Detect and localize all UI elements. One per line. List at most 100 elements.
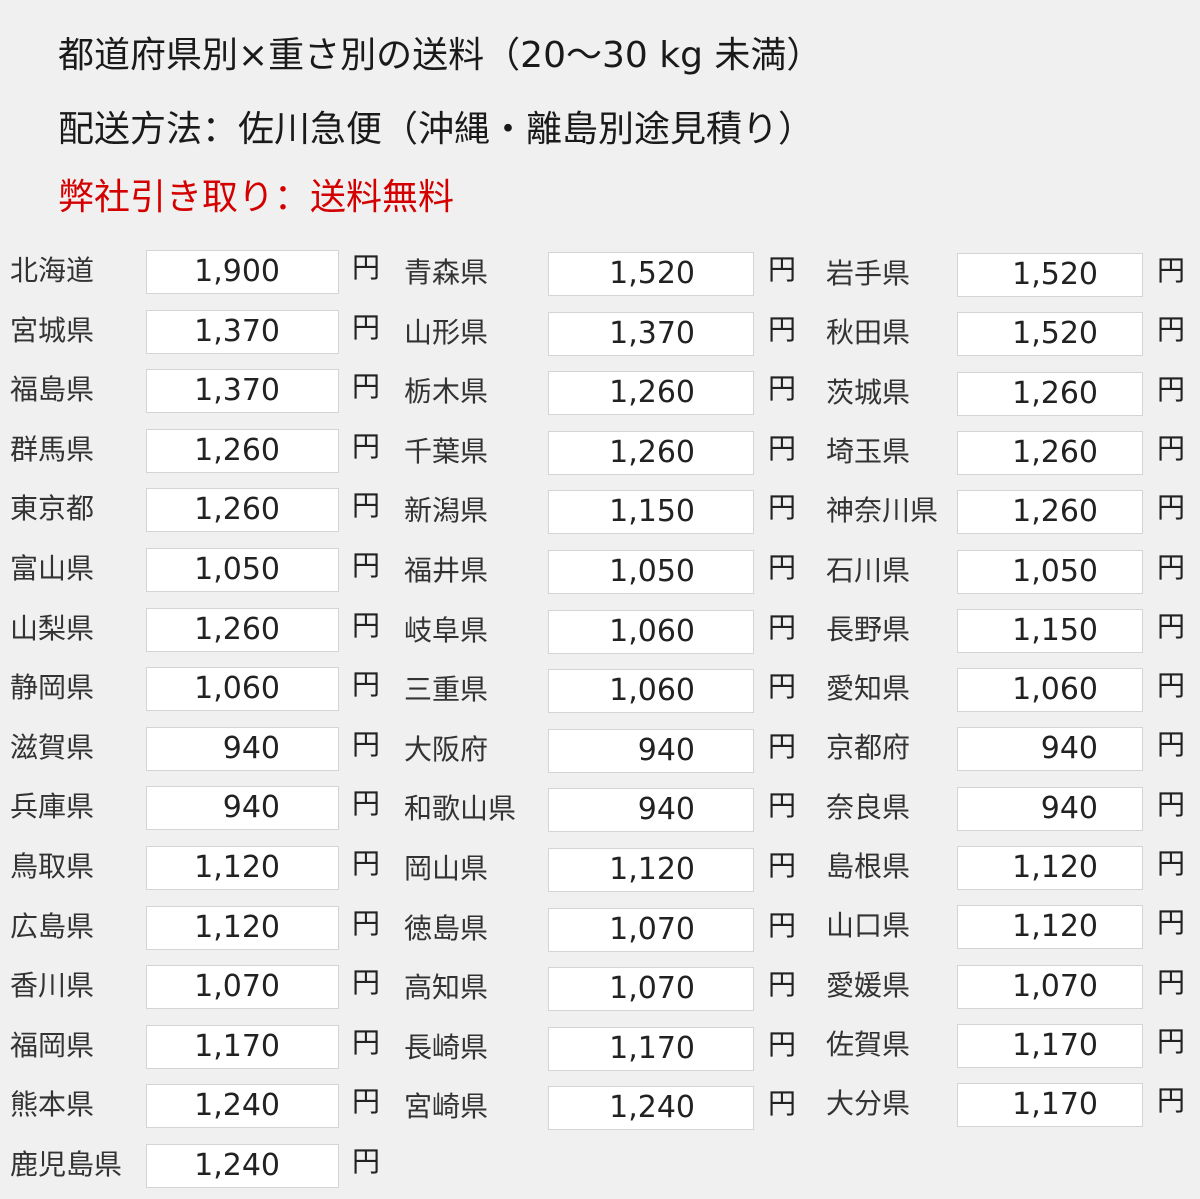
price-field[interactable]: 1,260 [548, 371, 754, 415]
price-field[interactable]: 1,370 [146, 369, 339, 413]
price-field[interactable]: 940 [957, 787, 1143, 831]
price-field[interactable]: 1,240 [146, 1144, 339, 1188]
price-field[interactable]: 1,170 [957, 1024, 1143, 1068]
price-field[interactable]: 1,120 [548, 848, 754, 892]
price-field[interactable]: 1,260 [146, 429, 339, 473]
page-title: 都道府県別×重さ別の送料（20〜30 kg 未満） [58, 35, 823, 76]
price-field[interactable]: 940 [146, 786, 339, 830]
yen-unit: 円 [768, 432, 797, 465]
price-field[interactable]: 1,170 [957, 1083, 1143, 1127]
prefecture-label: 佐賀県 [826, 1028, 911, 1061]
yen-unit: 円 [768, 909, 797, 942]
yen-unit: 円 [352, 907, 381, 940]
price-field[interactable]: 1,260 [957, 431, 1143, 475]
price-field[interactable]: 1,240 [548, 1086, 754, 1130]
price-field[interactable]: 940 [548, 788, 754, 832]
price-field[interactable]: 1,370 [548, 312, 754, 356]
yen-unit: 円 [768, 372, 797, 405]
prefecture-label: 宮崎県 [404, 1090, 489, 1123]
prefecture-label: 富山県 [10, 552, 95, 585]
yen-unit: 円 [1157, 610, 1186, 643]
price-field[interactable]: 1,260 [548, 431, 754, 475]
prefecture-label: 兵庫県 [10, 790, 95, 823]
yen-unit: 円 [1157, 551, 1186, 584]
price-field[interactable]: 940 [957, 727, 1143, 771]
price-field[interactable]: 1,260 [957, 372, 1143, 416]
yen-unit: 円 [768, 611, 797, 644]
price-field[interactable]: 1,120 [146, 846, 339, 890]
prefecture-label: 長野県 [826, 613, 911, 646]
yen-unit: 円 [1157, 728, 1186, 761]
yen-unit: 円 [352, 549, 381, 582]
price-field[interactable]: 1,060 [957, 668, 1143, 712]
price-field[interactable]: 1,260 [146, 488, 339, 532]
price-field[interactable]: 1,520 [957, 253, 1143, 297]
prefecture-label: 宮城県 [10, 314, 95, 347]
prefecture-label: 和歌山県 [404, 792, 517, 825]
price-field[interactable]: 1,240 [146, 1084, 339, 1128]
yen-unit: 円 [1157, 373, 1186, 406]
price-field[interactable]: 1,260 [146, 608, 339, 652]
price-field[interactable]: 1,060 [548, 610, 754, 654]
prefecture-label: 茨城県 [826, 376, 911, 409]
price-field[interactable]: 1,260 [957, 490, 1143, 534]
price-field[interactable]: 1,370 [146, 310, 339, 354]
price-field[interactable]: 940 [146, 727, 339, 771]
yen-unit: 円 [1157, 1084, 1186, 1117]
yen-unit: 円 [1157, 788, 1186, 821]
prefecture-label: 山梨県 [10, 612, 95, 645]
prefecture-label: 鹿児島県 [10, 1148, 123, 1181]
price-field[interactable]: 1,060 [146, 667, 339, 711]
price-field[interactable]: 1,900 [146, 250, 339, 294]
yen-unit: 円 [768, 789, 797, 822]
yen-unit: 円 [1157, 432, 1186, 465]
yen-unit: 円 [768, 730, 797, 763]
prefecture-label: 福島県 [10, 373, 95, 406]
yen-unit: 円 [352, 430, 381, 463]
prefecture-label: 三重県 [404, 673, 489, 706]
price-field[interactable]: 1,070 [548, 908, 754, 952]
price-field[interactable]: 1,050 [957, 550, 1143, 594]
price-field[interactable]: 1,070 [957, 965, 1143, 1009]
yen-unit: 円 [768, 253, 797, 286]
price-field[interactable]: 1,120 [957, 905, 1143, 949]
prefecture-label: 徳島県 [404, 912, 489, 945]
price-field[interactable]: 1,070 [146, 965, 339, 1009]
prefecture-label: 埼玉県 [826, 435, 911, 468]
prefecture-label: 福岡県 [10, 1029, 95, 1062]
price-field[interactable]: 1,120 [146, 906, 339, 950]
yen-unit: 円 [768, 849, 797, 882]
yen-unit: 円 [1157, 966, 1186, 999]
price-field[interactable]: 1,170 [548, 1027, 754, 1071]
price-field[interactable]: 940 [548, 729, 754, 773]
price-field[interactable]: 1,170 [146, 1025, 339, 1069]
yen-unit: 円 [352, 668, 381, 701]
prefecture-label: 大阪府 [404, 733, 489, 766]
price-field[interactable]: 1,120 [957, 846, 1143, 890]
prefecture-label: 長崎県 [404, 1031, 489, 1064]
price-field[interactable]: 1,520 [548, 252, 754, 296]
price-field[interactable]: 1,070 [548, 967, 754, 1011]
price-field[interactable]: 1,050 [146, 548, 339, 592]
prefecture-label: 秋田県 [826, 316, 911, 349]
yen-unit: 円 [768, 491, 797, 524]
price-field[interactable]: 1,060 [548, 669, 754, 713]
prefecture-label: 大分県 [826, 1087, 911, 1120]
yen-unit: 円 [1157, 669, 1186, 702]
price-field[interactable]: 1,520 [957, 312, 1143, 356]
yen-unit: 円 [352, 251, 381, 284]
prefecture-label: 岐阜県 [404, 614, 489, 647]
yen-unit: 円 [1157, 847, 1186, 880]
yen-unit: 円 [352, 1085, 381, 1118]
prefecture-label: 滋賀県 [10, 731, 95, 764]
yen-unit: 円 [768, 1028, 797, 1061]
price-field[interactable]: 1,050 [548, 550, 754, 594]
prefecture-label: 岡山県 [404, 852, 489, 885]
shipping-method: 配送方法：佐川急便（沖縄・離島別途見積り） [58, 109, 815, 150]
prefecture-label: 山口県 [826, 909, 911, 942]
price-field[interactable]: 1,150 [548, 490, 754, 534]
price-field[interactable]: 1,150 [957, 609, 1143, 653]
yen-unit: 円 [352, 311, 381, 344]
prefecture-label: 京都府 [826, 731, 911, 764]
prefecture-label: 香川県 [10, 969, 95, 1002]
